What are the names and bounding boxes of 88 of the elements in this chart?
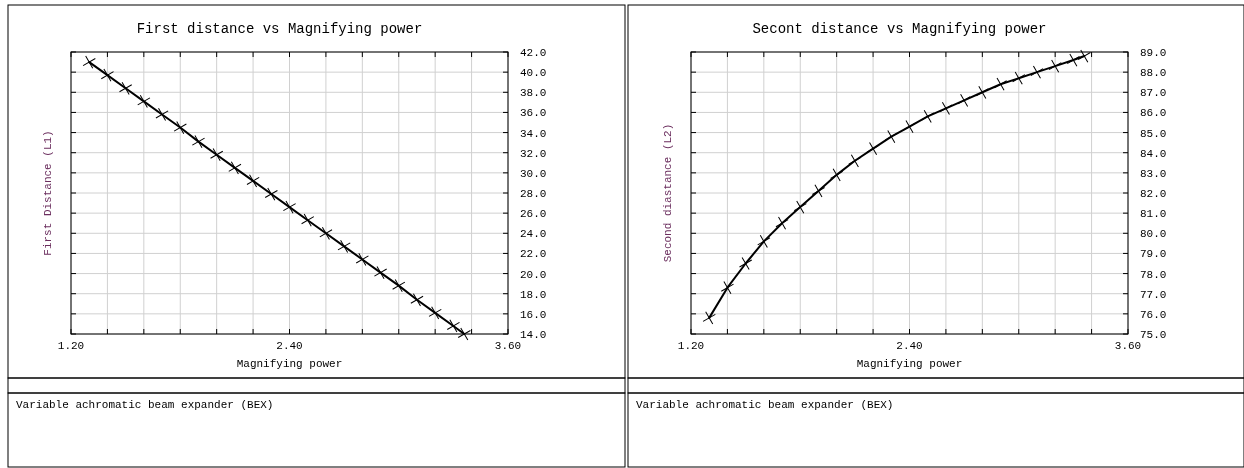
- y-tick-label: 42.0: [520, 47, 547, 59]
- point: [373, 265, 388, 280]
- x-tick-label: 1.20: [57, 340, 85, 352]
- y-tick-label: 86.0: [1140, 107, 1167, 120]
- point: [1066, 53, 1080, 67]
- point: [119, 81, 133, 95]
- x-tick-label: 2.40: [896, 340, 923, 352]
- point: [446, 319, 460, 333]
- text: Variable achromatic beam expander (BEX): [16, 399, 274, 411]
- y-tick-label: 34.0: [520, 127, 547, 140]
- point: [355, 252, 369, 267]
- point: [82, 55, 96, 69]
- y-tick-label: 36.0: [520, 107, 547, 120]
- y-tick-label: 40.0: [520, 67, 547, 80]
- point: [228, 161, 242, 175]
- point: [830, 168, 844, 182]
- point: [921, 109, 935, 124]
- y-axis-title: Second diastance (L2): [662, 123, 674, 263]
- point: [939, 101, 953, 116]
- point: [246, 174, 260, 188]
- point: [1077, 49, 1091, 63]
- point: [720, 281, 735, 295]
- point: [410, 293, 424, 307]
- y-tick-label: 38.0: [520, 87, 547, 100]
- y-tick-label: 77.0: [1140, 288, 1167, 301]
- chart-title: First distance vs Magnifying power: [136, 21, 423, 37]
- y-tick-label: 28.0: [520, 188, 547, 200]
- point: [457, 327, 471, 341]
- y-tick-label: 83.0: [1140, 167, 1167, 180]
- point: [1030, 65, 1044, 79]
- point: [775, 216, 789, 230]
- point: [1048, 59, 1062, 73]
- point: [884, 129, 898, 144]
- x-tick-label: 3.60: [1114, 340, 1142, 352]
- point: [319, 226, 333, 240]
- point: [702, 311, 716, 325]
- x-axis-title: Magnifying power: [856, 358, 963, 370]
- text: Variable achromatic beam expander (BEX): [636, 399, 894, 411]
- y-tick-label: 75.0: [1140, 329, 1167, 341]
- point: [811, 184, 826, 198]
- point: [793, 200, 807, 214]
- y-tick-label: 80.0: [1140, 228, 1167, 241]
- y-tick-label: 89.0: [1140, 47, 1167, 59]
- y-tick-label: 82.0: [1140, 188, 1167, 200]
- y-tick-label: 16.0: [520, 308, 547, 321]
- point: [428, 306, 442, 320]
- x-axis-title: Magnifying power: [236, 358, 343, 370]
- point: [191, 135, 206, 149]
- y-tick-label: 32.0: [520, 147, 547, 160]
- point: [173, 120, 187, 135]
- point: [866, 142, 880, 156]
- point: [848, 154, 862, 168]
- point: [137, 94, 151, 108]
- y-tick-label: 26.0: [520, 208, 547, 221]
- y-tick-label: 85.0: [1140, 127, 1167, 140]
- point: [337, 239, 351, 253]
- point: [902, 119, 917, 134]
- y-tick-label: 79.0: [1140, 248, 1167, 261]
- y-tick-label: 24.0: [520, 228, 547, 241]
- y-tick-label: 14.0: [520, 329, 547, 341]
- y-tick-label: 84.0: [1140, 147, 1167, 160]
- y-tick-label: 22.0: [520, 248, 547, 261]
- y-tick-label: 18.0: [520, 288, 547, 301]
- y-tick-label: 76.0: [1140, 308, 1167, 321]
- point: [975, 85, 989, 99]
- point: [264, 187, 278, 201]
- y-tick-label: 78.0: [1140, 268, 1167, 281]
- y-axis-title: First Distance (L1): [42, 130, 54, 256]
- point: [1012, 71, 1026, 85]
- y-tick-label: 30.0: [520, 167, 547, 180]
- point: [301, 213, 315, 227]
- point: [282, 200, 297, 214]
- point: [210, 148, 224, 162]
- y-tick-label: 88.0: [1140, 67, 1167, 80]
- point: [100, 68, 115, 82]
- point: [757, 234, 771, 248]
- y-tick-label: 81.0: [1140, 208, 1167, 221]
- chart-title: Secont distance vs Magnifying power: [752, 21, 1047, 37]
- x-tick-label: 1.20: [677, 340, 705, 352]
- y-tick-label: 20.0: [520, 268, 547, 281]
- point: [993, 77, 1008, 91]
- point: [739, 256, 753, 271]
- y-tick-label: 87.0: [1140, 87, 1167, 100]
- point: [155, 107, 169, 122]
- x-tick-label: 3.60: [494, 340, 522, 352]
- point: [957, 93, 971, 107]
- x-tick-label: 2.40: [276, 340, 303, 352]
- point: [392, 279, 406, 293]
